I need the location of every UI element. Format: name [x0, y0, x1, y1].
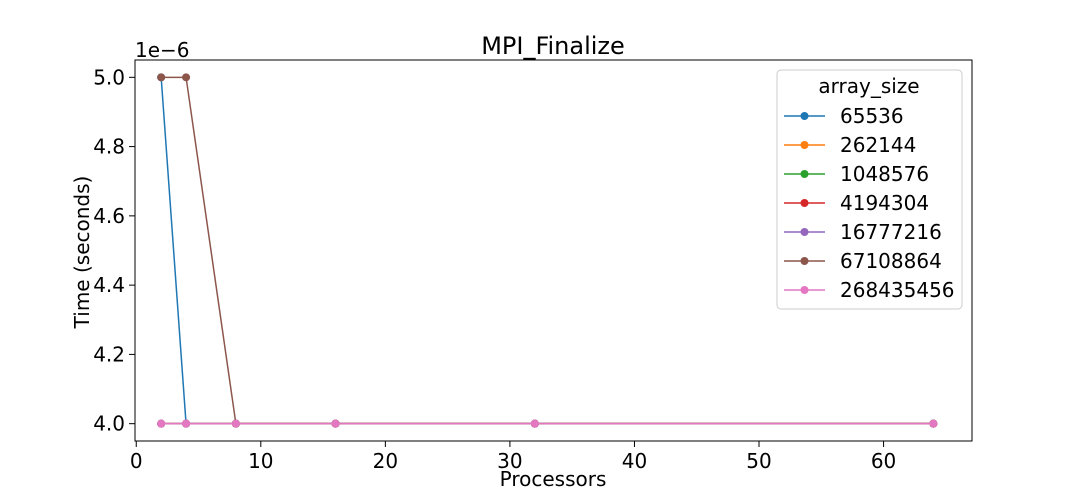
- legend: array_size 65536 262144 1048576 4194304 16777…: [776, 69, 963, 310]
- legend-swatch-marker: [800, 199, 809, 207]
- legend-entry-label: 16777216: [840, 220, 942, 244]
- series-point-268435456: [182, 419, 191, 428]
- legend-swatch-marker: [800, 286, 809, 294]
- legend-swatch-marker: [800, 170, 809, 178]
- x-axis-label: Processors: [500, 467, 607, 491]
- y-tick-label: 4.8: [93, 135, 125, 159]
- y-offset-label: 1e−6: [135, 38, 190, 62]
- series-point-268435456: [929, 419, 938, 428]
- legend-swatch-marker: [800, 257, 809, 265]
- x-tick-label: 30: [497, 449, 522, 473]
- series-point-67108864: [157, 73, 166, 82]
- y-tick-label: 5.0: [93, 65, 125, 89]
- y-tick-label: 4.4: [93, 273, 125, 297]
- series-point-67108864: [182, 73, 191, 82]
- x-tick-label: 0: [130, 449, 143, 473]
- y-tick-label: 4.0: [93, 412, 125, 436]
- legend-entry-label: 4194304: [840, 191, 929, 215]
- legend-entry-label: 1048576: [840, 162, 929, 186]
- series-point-268435456: [157, 419, 166, 428]
- legend-title: array_size: [818, 74, 919, 98]
- x-tick-label: 50: [746, 449, 771, 473]
- x-tick-label: 20: [373, 449, 398, 473]
- x-tick-label: 60: [871, 449, 896, 473]
- y-axis-label: Time (seconds): [70, 176, 94, 330]
- series-point-268435456: [331, 419, 340, 428]
- y-tick-label: 4.6: [93, 204, 125, 228]
- legend-entry-label: 67108864: [840, 249, 942, 273]
- legend-swatch-marker: [800, 228, 809, 236]
- series-point-268435456: [530, 419, 539, 428]
- legend-entry-label: 262144: [840, 133, 916, 157]
- legend-entry-label: 65536: [840, 104, 904, 128]
- x-tick-label: 40: [622, 449, 647, 473]
- x-tick-label: 10: [248, 449, 273, 473]
- series-point-268435456: [231, 419, 240, 428]
- legend-box: [776, 69, 963, 310]
- legend-entry-label: 268435456: [840, 278, 955, 302]
- chart-title: MPI_Finalize: [481, 32, 625, 60]
- legend-swatch-marker: [800, 112, 809, 120]
- axes-frame: [134, 59, 973, 442]
- plot-area: 0 10 20 30 40 50 60 4.0 4.2 4.4 4.6 4.8 5.0 array_siz…: [93, 59, 973, 473]
- legend-swatch-marker: [800, 141, 809, 149]
- y-tick-label: 4.2: [93, 342, 125, 366]
